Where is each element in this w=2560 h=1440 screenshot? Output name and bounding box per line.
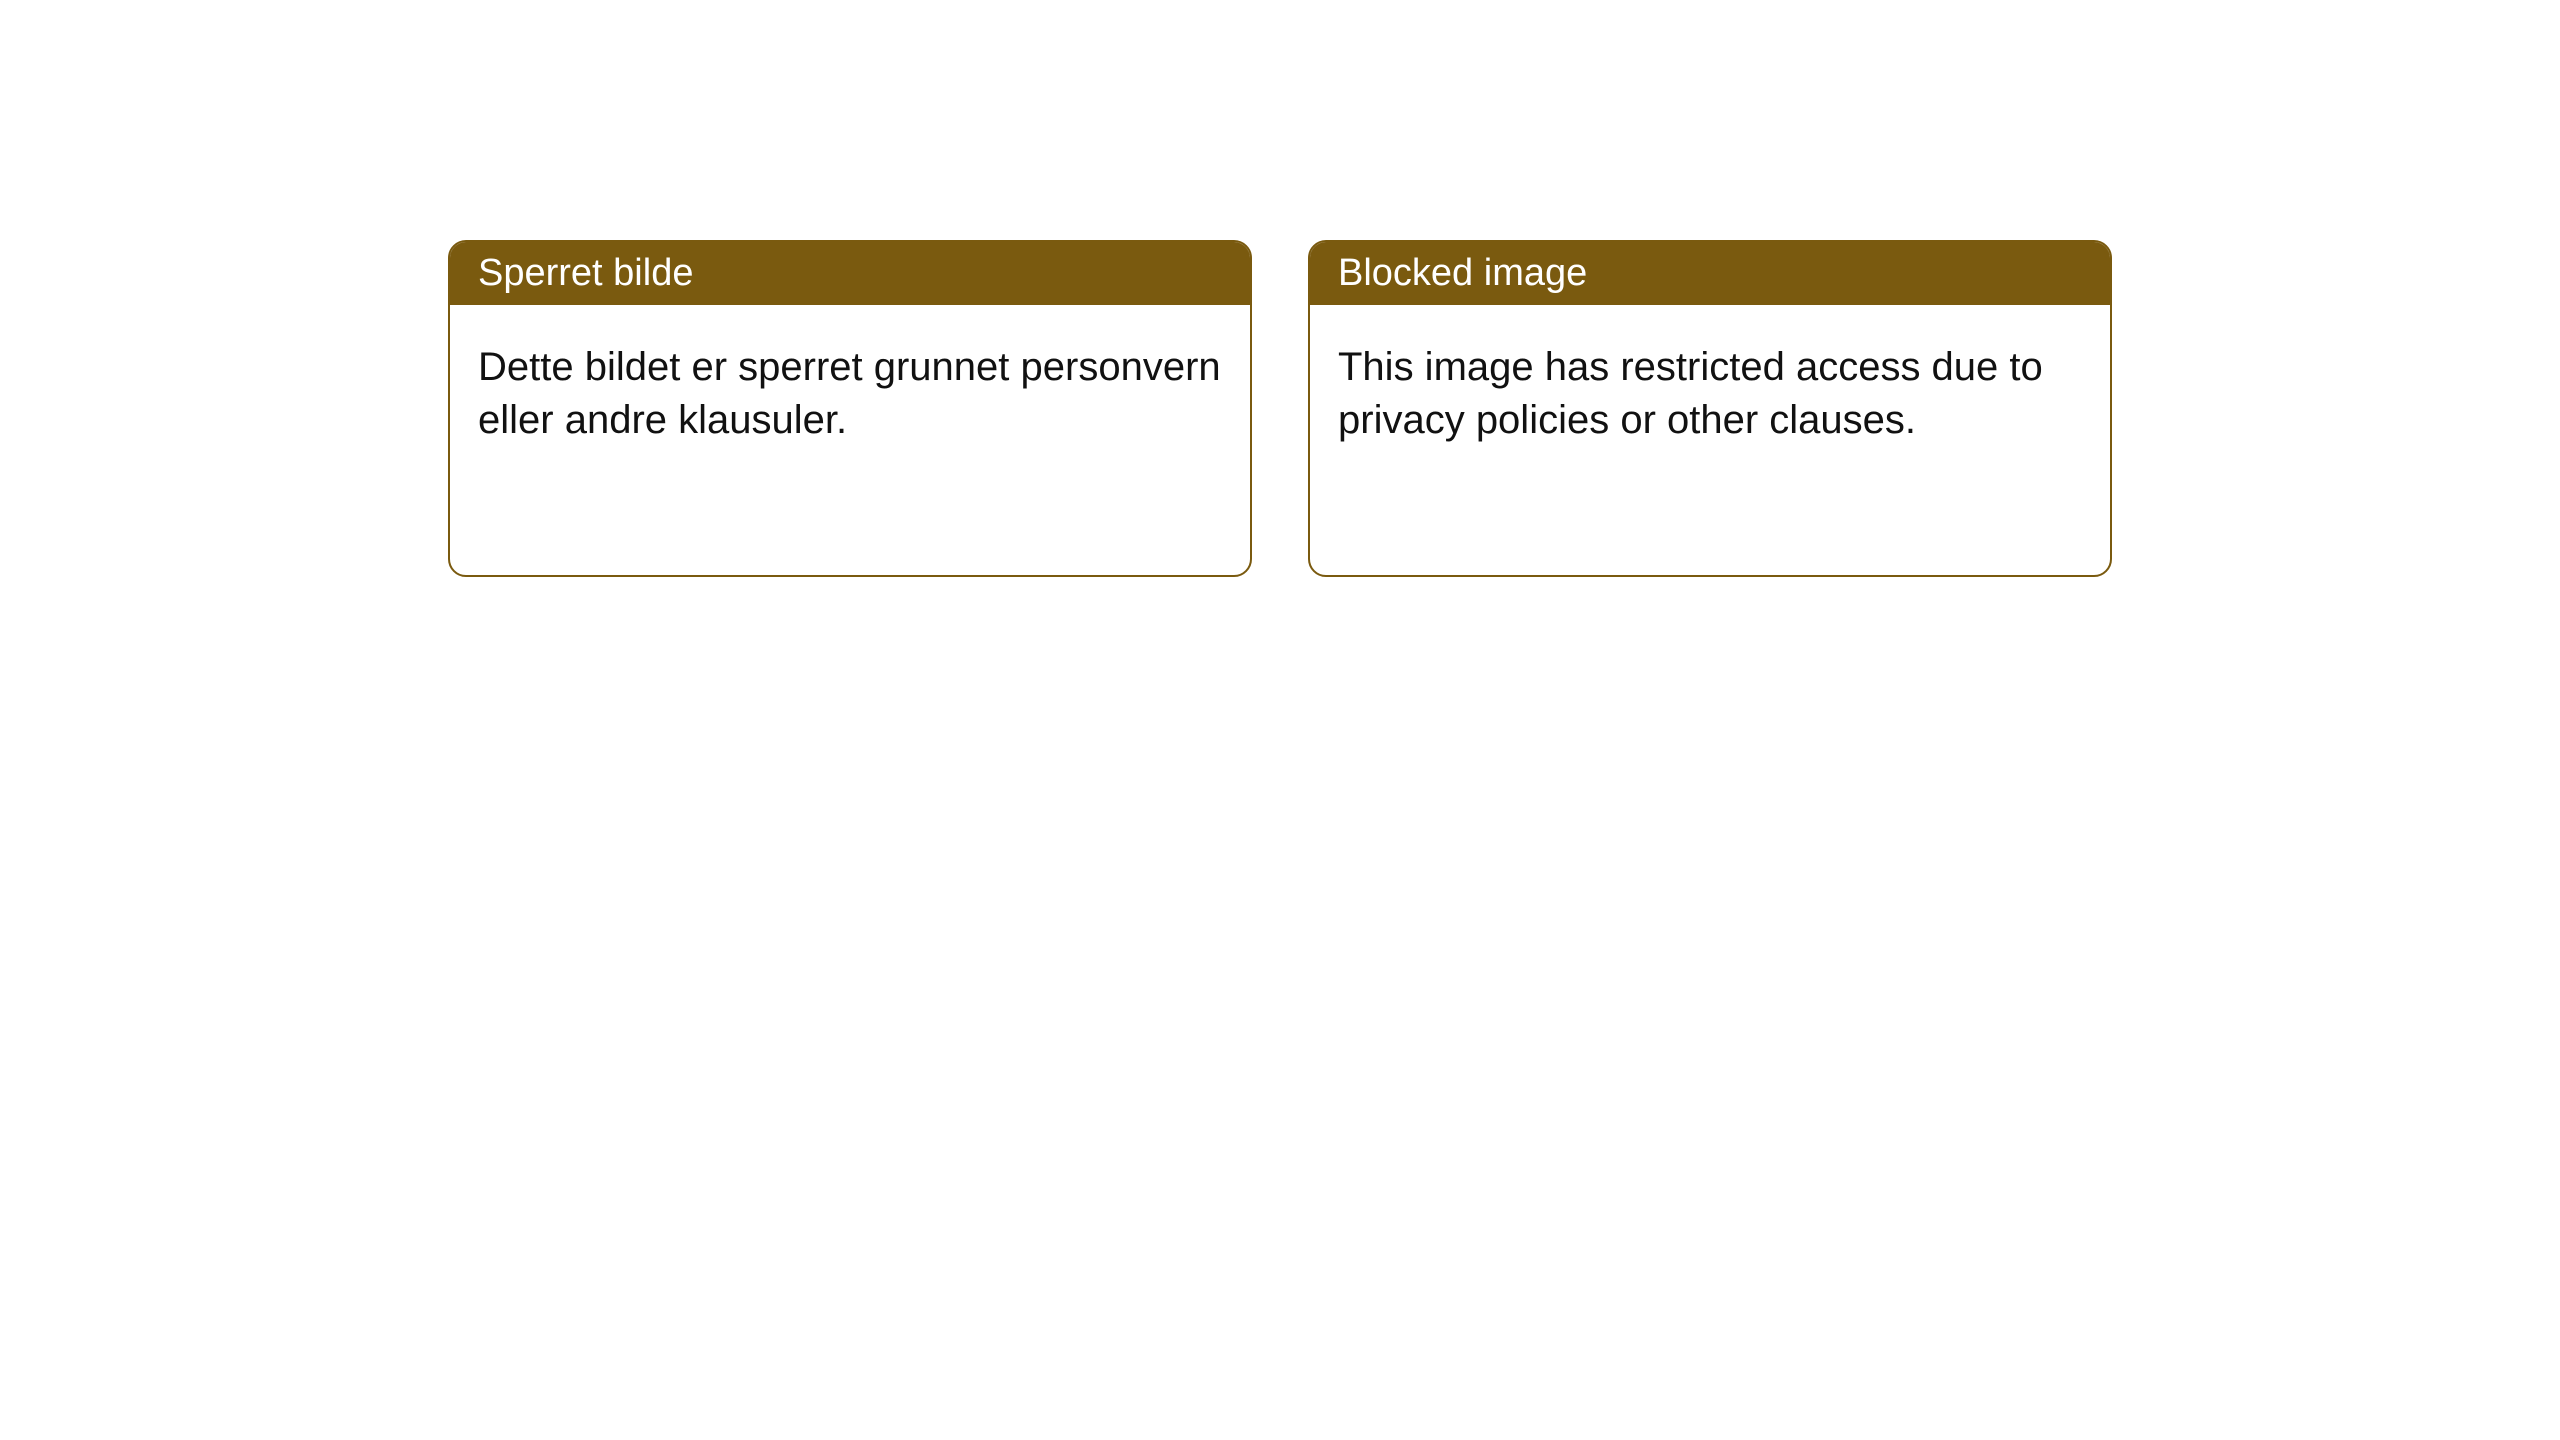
notice-body: This image has restricted access due to … [1310, 305, 2110, 575]
notice-card-norwegian: Sperret bilde Dette bildet er sperret gr… [448, 240, 1252, 577]
notice-card-english: Blocked image This image has restricted … [1308, 240, 2112, 577]
notice-body: Dette bildet er sperret grunnet personve… [450, 305, 1250, 575]
notice-title: Sperret bilde [478, 252, 693, 294]
notice-body-text: Dette bildet er sperret grunnet personve… [478, 345, 1221, 442]
notice-header: Sperret bilde [450, 242, 1250, 305]
notice-body-text: This image has restricted access due to … [1338, 345, 2043, 442]
notice-header: Blocked image [1310, 242, 2110, 305]
notice-container: Sperret bilde Dette bildet er sperret gr… [448, 240, 2112, 577]
notice-title: Blocked image [1338, 252, 1587, 294]
